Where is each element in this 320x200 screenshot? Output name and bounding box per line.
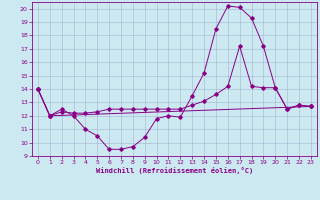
X-axis label: Windchill (Refroidissement éolien,°C): Windchill (Refroidissement éolien,°C) [96, 167, 253, 174]
